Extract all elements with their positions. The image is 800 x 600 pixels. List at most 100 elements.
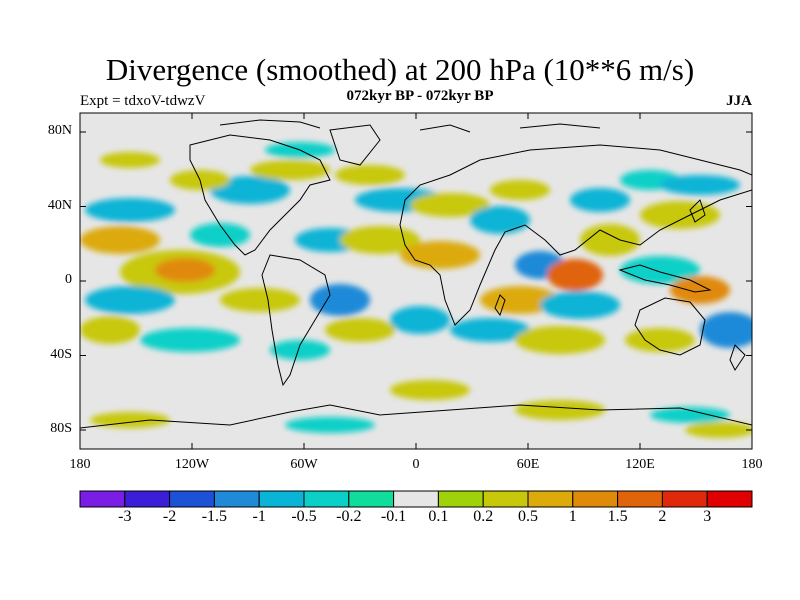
axis-ticks [79, 113, 753, 449]
colorbar-label: -0.2 [336, 508, 362, 525]
coastline-antarctica [80, 404, 752, 429]
field-patch [480, 286, 560, 314]
field-patch [515, 400, 605, 420]
field-patch [660, 175, 740, 195]
field-patch [340, 226, 420, 254]
coastline-new-zealand [729, 344, 746, 371]
field-patch [335, 165, 405, 185]
coastline-japan [689, 199, 706, 223]
colorbar-swatch [661, 490, 708, 508]
field-patch [390, 380, 470, 400]
coastline-madagascar [494, 294, 506, 317]
colorbar-swatch [393, 490, 439, 508]
coastline-north-america [189, 134, 331, 256]
season-label: JJA [726, 93, 752, 109]
field-patch [410, 193, 490, 217]
field-patch [190, 223, 250, 247]
colorbar-label: 0.1 [428, 508, 449, 525]
colorbar-swatch [617, 490, 663, 508]
field-patch [325, 318, 395, 342]
colorbar-swatch [437, 490, 484, 508]
coastline-australia [634, 297, 706, 356]
colorbar-swatch [79, 490, 126, 508]
field-patch [220, 288, 300, 312]
colorbar-swatch [303, 490, 350, 508]
field-patch [390, 306, 450, 334]
coastline-greenland [329, 124, 381, 166]
divergence-field [80, 119, 752, 438]
colorbar-swatch [706, 490, 753, 508]
colorbar-swatch [213, 490, 260, 508]
field-patch [155, 258, 215, 282]
y-tick-label: 80S [50, 421, 72, 436]
field-patch [270, 340, 330, 360]
coastline-eurasia-africa [399, 144, 752, 326]
coastline-maritime-continent [618, 264, 712, 293]
x-tick-label: 0 [412, 457, 420, 472]
field-patch [85, 198, 175, 222]
x-tick-label: 180 [69, 457, 91, 472]
field-patch [90, 412, 170, 428]
experiment-label: Expt = tdxoV-tdwzV [80, 93, 206, 109]
field-patch [700, 312, 752, 348]
field-patch [685, 422, 752, 438]
y-tick-label: 80N [47, 123, 72, 138]
colorbar-label: -3 [118, 508, 132, 525]
colorbar-label: -2 [162, 508, 177, 525]
colorbar-swatch [169, 490, 215, 508]
field-patch [625, 328, 695, 352]
field-patch [490, 180, 550, 200]
colorbar-label: 3 [703, 508, 712, 525]
field-patch [470, 206, 530, 234]
field-patch [540, 291, 620, 319]
colorbar-swatch [482, 490, 529, 508]
field-patch [285, 417, 375, 433]
colorbar-swatch [258, 490, 305, 508]
field-patch [100, 152, 160, 168]
x-tick-label: 60W [290, 457, 318, 472]
field-patch [80, 226, 160, 254]
field-patch [670, 276, 730, 304]
field-patch [210, 176, 290, 204]
colorbar-label: 1 [568, 508, 577, 525]
x-tick-label: 60E [516, 457, 540, 472]
field-patch [250, 160, 330, 180]
field-patch [80, 316, 140, 344]
colorbar-swatch [572, 490, 619, 508]
colorbar-swatch [124, 490, 171, 508]
coastlines [80, 119, 752, 429]
x-tick-label: 180 [741, 457, 763, 472]
plot-title: Divergence (smoothed) at 200 hPa (10**6 … [105, 52, 695, 87]
colorbar-swatch [527, 490, 574, 508]
field-patch [547, 259, 603, 291]
colorbar-label: 2 [658, 508, 667, 525]
colorbar-label: 0.5 [518, 508, 538, 525]
y-tick-label: 40S [50, 346, 72, 362]
colorbar-label: -0.1 [380, 508, 407, 525]
coastline-south-america [261, 254, 331, 387]
colorbar-label: 0.2 [473, 508, 494, 525]
y-tick-label: 0 [65, 272, 72, 287]
colorbar-label: 1.5 [607, 508, 628, 525]
field-patch [515, 326, 605, 354]
y-tick-label: 40N [47, 197, 72, 213]
colorbar-label: -1.5 [201, 508, 228, 525]
field-patch [310, 284, 370, 316]
x-tick-label: 120E [625, 457, 655, 472]
field-patch [580, 224, 640, 256]
field-patch [140, 328, 240, 352]
colorbar-swatch [348, 490, 395, 508]
field-patch [570, 188, 630, 212]
colorbar-label: -1 [252, 508, 266, 525]
colorbar-label: -0.5 [291, 508, 317, 525]
field-patch [650, 407, 730, 423]
field-patch [640, 201, 720, 229]
field-patch [85, 286, 175, 314]
colorbar [79, 490, 753, 508]
divergence-patches [80, 142, 752, 438]
field-patch [450, 318, 530, 342]
plot-subtitle: 072kyr BP - 072kyr BP [346, 88, 494, 104]
x-tick-label: 120W [174, 457, 210, 472]
coastline-arctic-islands [219, 119, 601, 133]
